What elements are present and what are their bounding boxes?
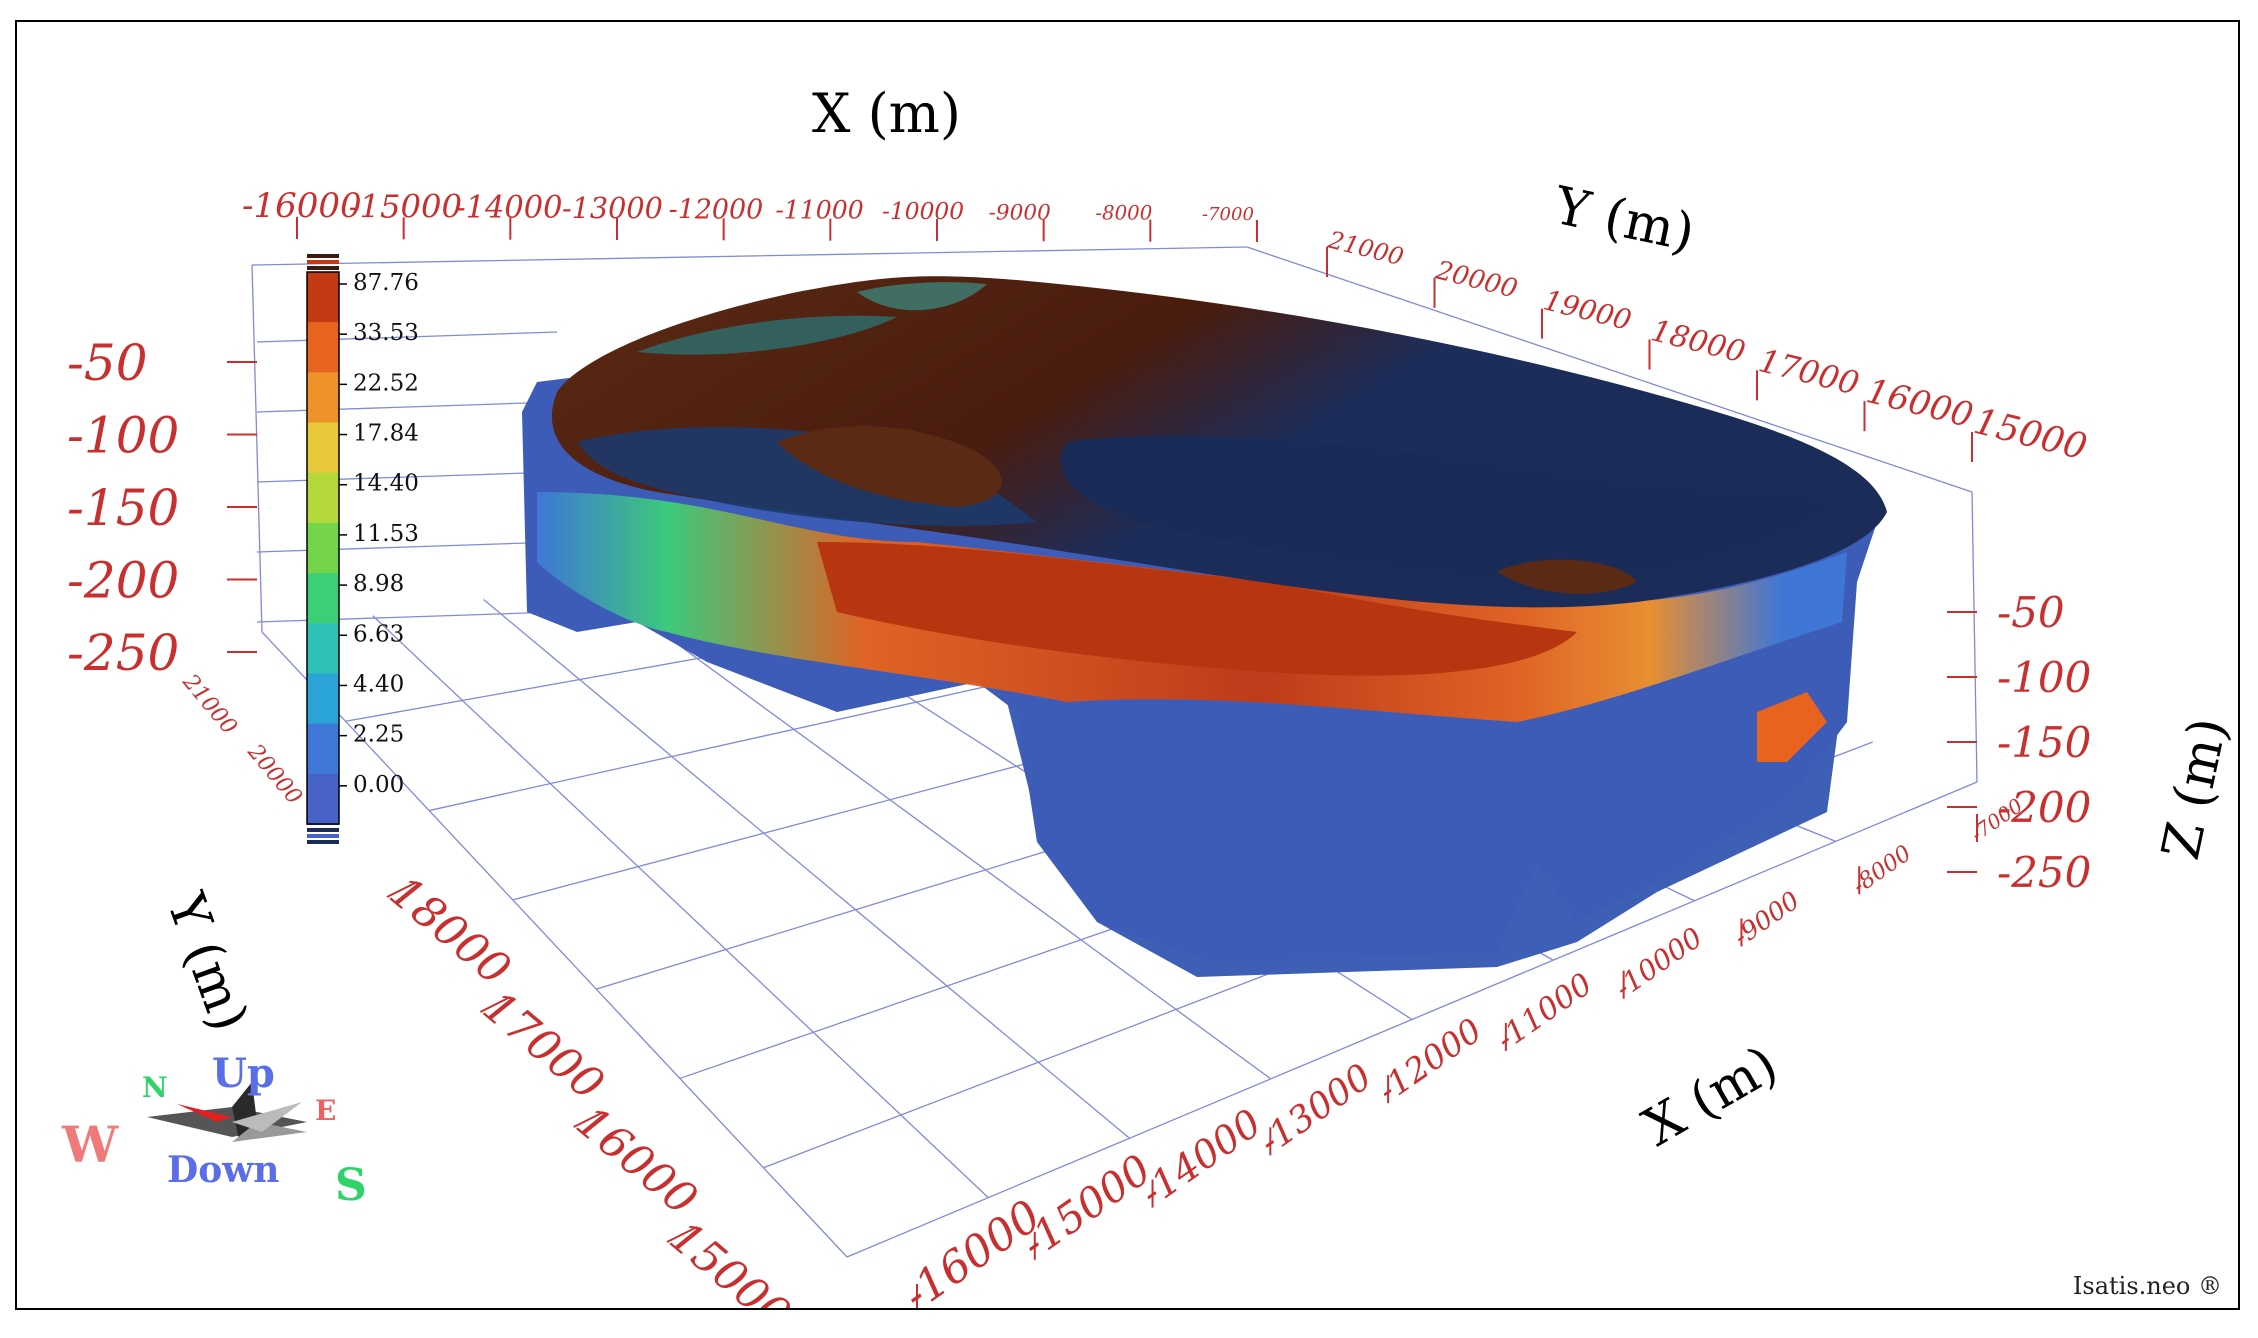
zLeftTicks-label: -100 [67,407,179,465]
zLeftTicks-label: -200 [67,552,179,610]
yFrontTicks-mark [479,996,511,1013]
zLeftTicks-label: -150 [67,479,179,537]
yTopTicks-label: 20000 [1432,255,1520,304]
xTopTicks-label: -11000 [775,196,863,225]
zLeftTicks-label: -250 [67,624,179,682]
yFrontTicks-label: 15000 [660,1211,800,1310]
xFrontTicks-label: -16000 [894,1190,1050,1310]
block-model [522,276,1887,977]
xFrontTicks-label: -12000 [1370,1010,1488,1109]
zRightTicks-label: -50 [1997,588,2065,637]
yFrontTicks-label: 17000 [473,981,613,1110]
legend-label: 8.98 [353,571,404,597]
watermark: Isatis.neo ® [2072,1272,2222,1300]
yFrontTicks-mark [666,1226,698,1243]
y-axis-title-left: Y (m) [154,885,259,1039]
z-ticks-right: -50 -100 -150 -200 -250 [1997,588,2091,897]
compass-s: S [335,1160,367,1211]
legend-swatch [307,723,339,775]
legend-label: 0.00 [353,772,404,798]
3d-block-model-view[interactable]: X (m) Y (m) Z (m) Y (m) X (m) -16000-150… [17,22,2240,1310]
yTopTicks-label: 21000 [1325,225,1407,271]
xFrontTicks-label: -15000 [1013,1145,1160,1268]
yTopTicks-label: 17000 [1755,341,1863,402]
zRightTicks-label: -100 [1997,653,2091,702]
legend-swatch [307,773,339,825]
z-axis-title-right: Z (m) [2151,713,2239,865]
xFrontTicks-label: -9000 [1728,885,1805,951]
xTopTicks-label: -8000 [1095,202,1152,225]
legend-label: 2.25 [353,722,404,748]
legend-swatch [307,372,339,424]
legend-swatch [307,573,339,625]
legend-swatch [307,472,339,524]
yFrontTicks-mark [573,1111,605,1128]
xFrontTicks-label: -11000 [1490,967,1598,1058]
legend-cap-bottom [307,840,339,844]
legend-cap-top [307,266,339,270]
xTopTicks-label: -15000 [349,187,462,225]
compass-w: W [61,1115,119,1174]
yFrontTicks-label: 21000 [177,669,242,739]
yFrontTicks-label: 20000 [242,739,307,809]
x-axis-title-top: X (m) [812,82,961,145]
legend-label: 14.40 [353,471,419,497]
xFrontTicks-label: -8000 [1848,840,1916,899]
legend-label: 17.84 [353,421,419,447]
legend-swatch [307,272,339,324]
xTopTicks-label: -12000 [669,194,764,225]
xFrontTicks-label: -13000 [1252,1056,1379,1162]
legend-cap-bottom [307,828,339,832]
zRightTicks-label: -250 [1997,848,2091,897]
zRightTicks-label: -150 [1997,718,2091,767]
yFrontTicks-label: 16000 [567,1096,707,1225]
yFrontTicks-mark [386,881,418,898]
legend-swatch [307,322,339,374]
orientation-compass[interactable]: Up Down N S E W [61,1050,367,1211]
zLeftTicks-label: -50 [67,334,148,392]
yTopTicks-label: 18000 [1648,313,1749,370]
z-ticks-left: -50 -100 -150 -200 -250 [67,334,179,682]
legend-swatch [307,522,339,575]
yTopTicks-label: 19000 [1540,283,1634,337]
legend-label: 11.53 [353,521,419,547]
xFrontTicks-label: -14000 [1132,1101,1269,1216]
axis-tick-marks [227,217,1978,1308]
legend-cap-top [307,260,339,264]
color-legend: 87.76 33.53 22.52 17.84 14.40 11.53 8.98 6.63 4.… [306,254,419,844]
legend-cap-bottom [307,834,339,838]
legend-label: 87.76 [353,270,419,296]
legend-swatch [307,673,339,725]
xTopTicks-label: -16000 [242,186,362,226]
compass-arrows-icon [147,1082,307,1142]
legend-label: 6.63 [353,621,404,647]
xTopTicks-label: -13000 [562,191,663,225]
compass-down: Down [167,1149,279,1191]
legend-label: 33.53 [353,320,419,346]
compass-e: E [315,1094,336,1127]
legend-border [306,271,340,825]
xTopTicks-label: -10000 [882,197,964,225]
legend-cap-top [307,254,339,258]
legend-label: 22.52 [353,370,419,396]
y-axis-title-top: Y (m) [1548,176,1699,264]
yTopTicks-label: 15000 [1970,401,2091,468]
x-ticks-top: -16000-15000-14000 -13000 -12000 -11000 -100… [242,186,1254,226]
xTopTicks-label: -9000 [989,200,1051,225]
legend-swatch [307,422,339,474]
compass-n: N [142,1071,168,1104]
xTopTicks-label: -7000 [1202,204,1254,225]
zRightTicks-label: -200 [1997,783,2091,832]
x-axis-title-front: X (m) [1634,1035,1788,1159]
xTopTicks-label: -14000 [455,191,562,226]
xFrontTicks-label: -10000 [1609,921,1709,1005]
yTopTicks-label: 16000 [1862,371,1977,436]
legend-swatch [307,623,339,675]
legend-label: 4.40 [353,671,404,697]
plot-frame: X (m) Y (m) Z (m) Y (m) X (m) -16000 -150… [15,20,2240,1310]
compass-up: Up [212,1050,275,1097]
